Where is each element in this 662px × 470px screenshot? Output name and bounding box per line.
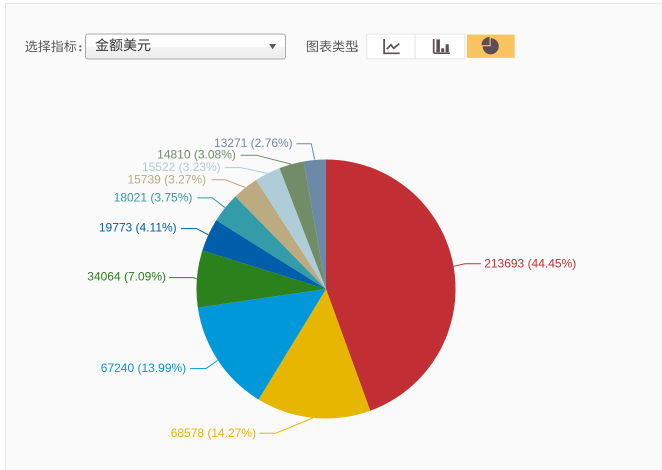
svg-text:13271 (2.76%): 13271 (2.76%) <box>214 136 293 150</box>
svg-text:15739 (3.27%): 15739 (3.27%) <box>127 172 206 186</box>
svg-text:67240 (13.99%): 67240 (13.99%) <box>101 361 186 375</box>
svg-text:14810 (3.08%): 14810 (3.08%) <box>157 148 236 162</box>
svg-text:68578 (14.27%): 68578 (14.27%) <box>171 426 256 440</box>
svg-text:213693 (44.45%): 213693 (44.45%) <box>484 256 576 270</box>
svg-text:18021 (3.75%): 18021 (3.75%) <box>114 191 193 205</box>
svg-text:15522 (3.23%): 15522 (3.23%) <box>142 160 221 174</box>
svg-text:19773 (4.11%): 19773 (4.11%) <box>99 221 177 235</box>
svg-text:34064 (7.09%): 34064 (7.09%) <box>87 270 166 284</box>
